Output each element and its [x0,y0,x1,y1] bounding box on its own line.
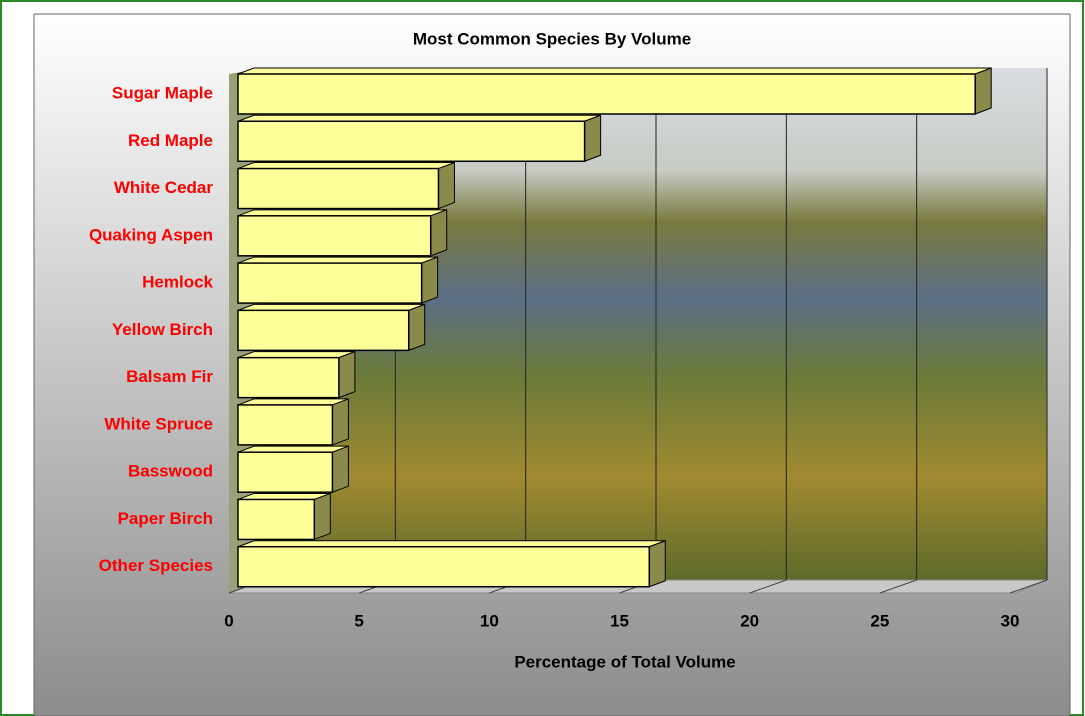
x-tick-label: 0 [224,611,233,630]
bar [238,216,431,256]
y-tick-label: Yellow Birch [112,320,213,339]
bar-side [409,304,425,350]
bar-top [238,115,601,121]
bar [238,310,409,350]
x-tick-label: 10 [480,611,499,630]
bar [238,121,585,161]
y-tick-label: White Spruce [104,414,213,433]
bar-side [438,163,454,209]
x-tick-label: 5 [354,611,363,630]
y-tick-label: Red Maple [128,131,213,150]
x-tick-label: 20 [740,611,759,630]
bar-top [238,446,348,452]
bar-side [649,541,665,587]
chart-title: Most Common Species By Volume [413,29,691,48]
bar-side [314,493,330,539]
bar-top [238,163,454,169]
bar-top [238,210,447,216]
bar-side [975,68,991,114]
y-tick-label: Paper Birch [118,509,213,528]
y-tick-label: Other Species [99,556,213,575]
y-tick-label: Sugar Maple [112,83,213,102]
x-tick-label: 30 [1001,611,1020,630]
y-tick-label: Quaking Aspen [89,225,213,244]
bar-side [332,446,348,492]
y-tick-label: White Cedar [114,178,214,197]
bar-side [422,257,438,303]
bar-top [238,68,991,74]
x-tick-label: 25 [870,611,889,630]
bar [238,74,975,114]
x-tick-label: 15 [610,611,629,630]
bar-side [339,352,355,398]
chart: Most Common Species By Volume Percentage… [0,0,1085,716]
bar [238,405,332,445]
y-tick-label: Hemlock [142,273,213,292]
bar [238,499,314,539]
y-tick-label: Balsam Fir [126,367,213,386]
bar [238,169,438,209]
bar-top [238,541,665,547]
bar-top [238,352,355,358]
bar-top [238,257,438,263]
bar-side [431,210,447,256]
bar-side [332,399,348,445]
bar-top [238,304,425,310]
bar [238,547,649,587]
x-axis-label: Percentage of Total Volume [514,652,735,671]
bar [238,452,332,492]
bar-side [585,115,601,161]
bar-top [238,399,348,405]
bar [238,263,422,303]
bar [238,358,339,398]
y-tick-label: Basswood [128,462,213,481]
